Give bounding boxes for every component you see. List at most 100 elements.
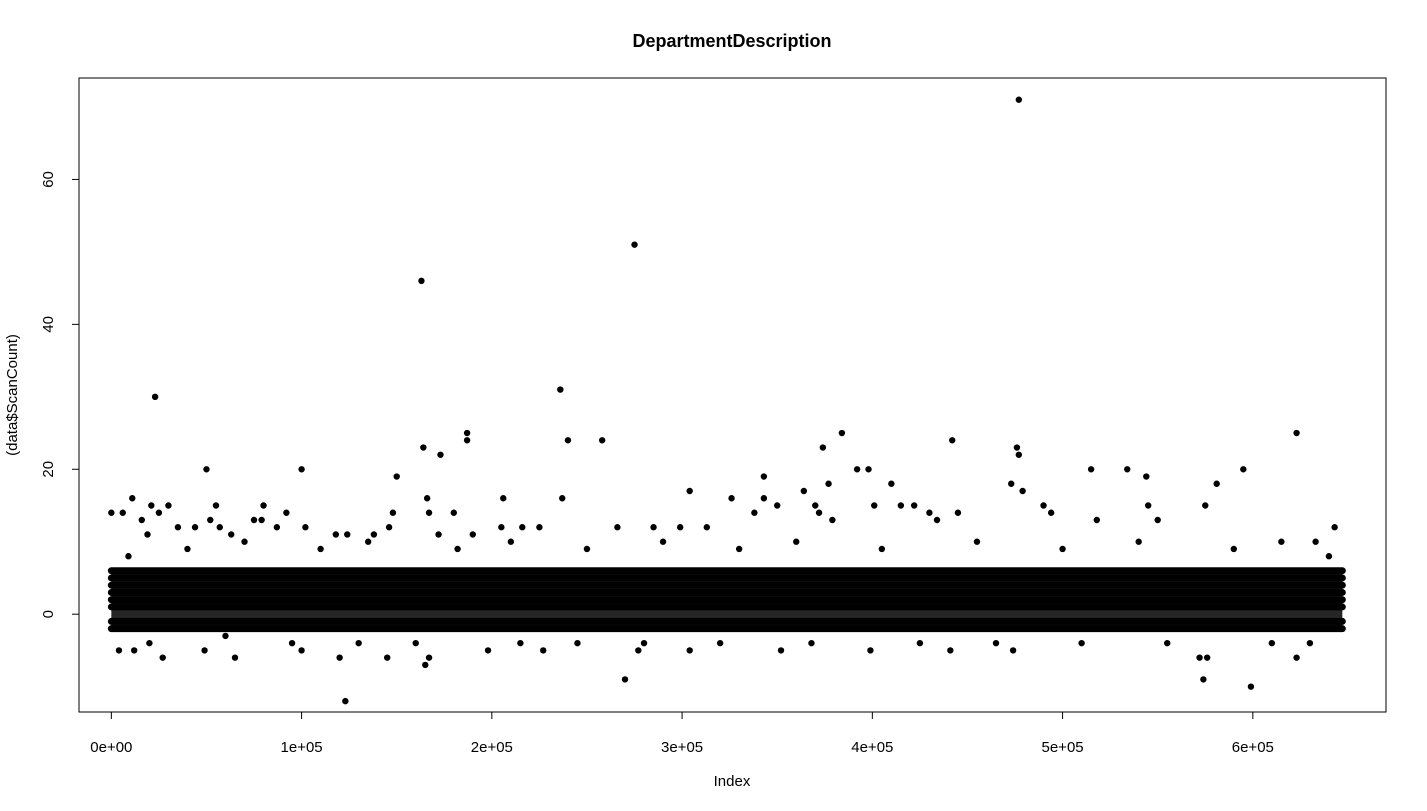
data-point [815,509,823,516]
data-point [207,516,214,524]
data-point [174,524,182,531]
data-point [992,639,1000,647]
data-point [317,545,324,553]
data-point [355,639,362,647]
data-point [418,277,425,285]
data-point [1213,480,1220,487]
data-point [1268,639,1276,647]
data-point [621,676,629,683]
data-point [635,647,642,654]
data-point [1278,538,1285,545]
data-point [853,466,861,473]
data-point [614,524,621,531]
data-point [212,502,220,509]
data-point [385,524,393,531]
data-point [425,509,433,516]
y-axis-label: (data$ScanCount) [4,334,21,456]
data-point [1240,466,1247,473]
data-point [676,524,684,531]
data-point [216,524,223,531]
data-point [583,545,591,553]
y-tick-label: 60 [40,171,57,188]
data-point [155,509,163,516]
data-point [288,639,296,647]
data-point [888,480,895,487]
data-point [298,466,305,473]
data-point [760,495,768,502]
data-point [1019,487,1026,495]
data-point [777,647,785,654]
data-point [650,524,657,531]
data-point [1306,639,1314,647]
data-point [260,502,267,509]
x-axis: 0e+00 1e+05 2e+05 3e+05 4e+05 5e+05 6e+05 [90,711,1274,756]
data-point [370,531,378,538]
data-point [735,545,743,553]
data-point [728,495,735,502]
data-point [191,524,199,531]
data-point [659,538,667,545]
data-point [926,509,933,516]
data-point [819,444,827,451]
data-point [1312,538,1319,545]
data-point [344,531,351,538]
data-point [949,437,956,444]
data-point [1325,553,1333,560]
data-point [144,531,151,538]
data-point [450,509,457,516]
data-point [686,487,693,495]
data-point [557,386,564,393]
data-point [422,661,429,669]
data-point [865,466,872,473]
data-point [298,647,305,654]
data-point [1230,545,1238,553]
scatter-points [108,96,1338,705]
data-point [800,487,808,495]
data-point [130,647,138,654]
data-point [1059,545,1066,553]
data-point [947,647,954,654]
y-tick-label: 0 [40,610,57,618]
data-point [342,697,349,705]
x-tick-label: 0e+00 [90,739,132,756]
data-point [115,647,123,654]
data-point [1202,502,1209,509]
data-point [146,639,153,647]
data-point [412,639,419,647]
data-point [871,502,878,509]
data-point [1040,502,1047,509]
data-point [640,639,648,647]
data-point [1009,647,1017,654]
data-point [389,509,397,516]
data-point [519,524,526,531]
data-point [867,647,874,654]
data-point [119,509,126,516]
data-point [231,654,239,661]
data-point [916,639,924,647]
data-point [469,531,477,538]
data-point [1078,639,1085,647]
data-point [1164,639,1171,647]
data-point [598,437,606,444]
x-tick-label: 3e+05 [661,739,703,756]
data-point [1124,466,1131,473]
data-point [1013,444,1021,451]
x-tick-label: 6e+05 [1232,739,1274,756]
data-point [1008,480,1015,487]
data-point [1093,516,1101,524]
data-point [227,531,235,538]
data-point [1203,654,1211,661]
data-point [897,502,905,509]
data-point [129,495,136,502]
data-point [425,654,433,661]
data-point [973,538,981,545]
data-point [751,509,758,516]
data-point [250,516,258,524]
data-point [774,502,781,509]
data-point [910,502,918,509]
data-point [703,524,711,531]
data-point [1293,429,1300,437]
x-tick-label: 2e+05 [471,739,513,756]
dense-point-band [107,567,1346,633]
data-point [484,647,492,654]
